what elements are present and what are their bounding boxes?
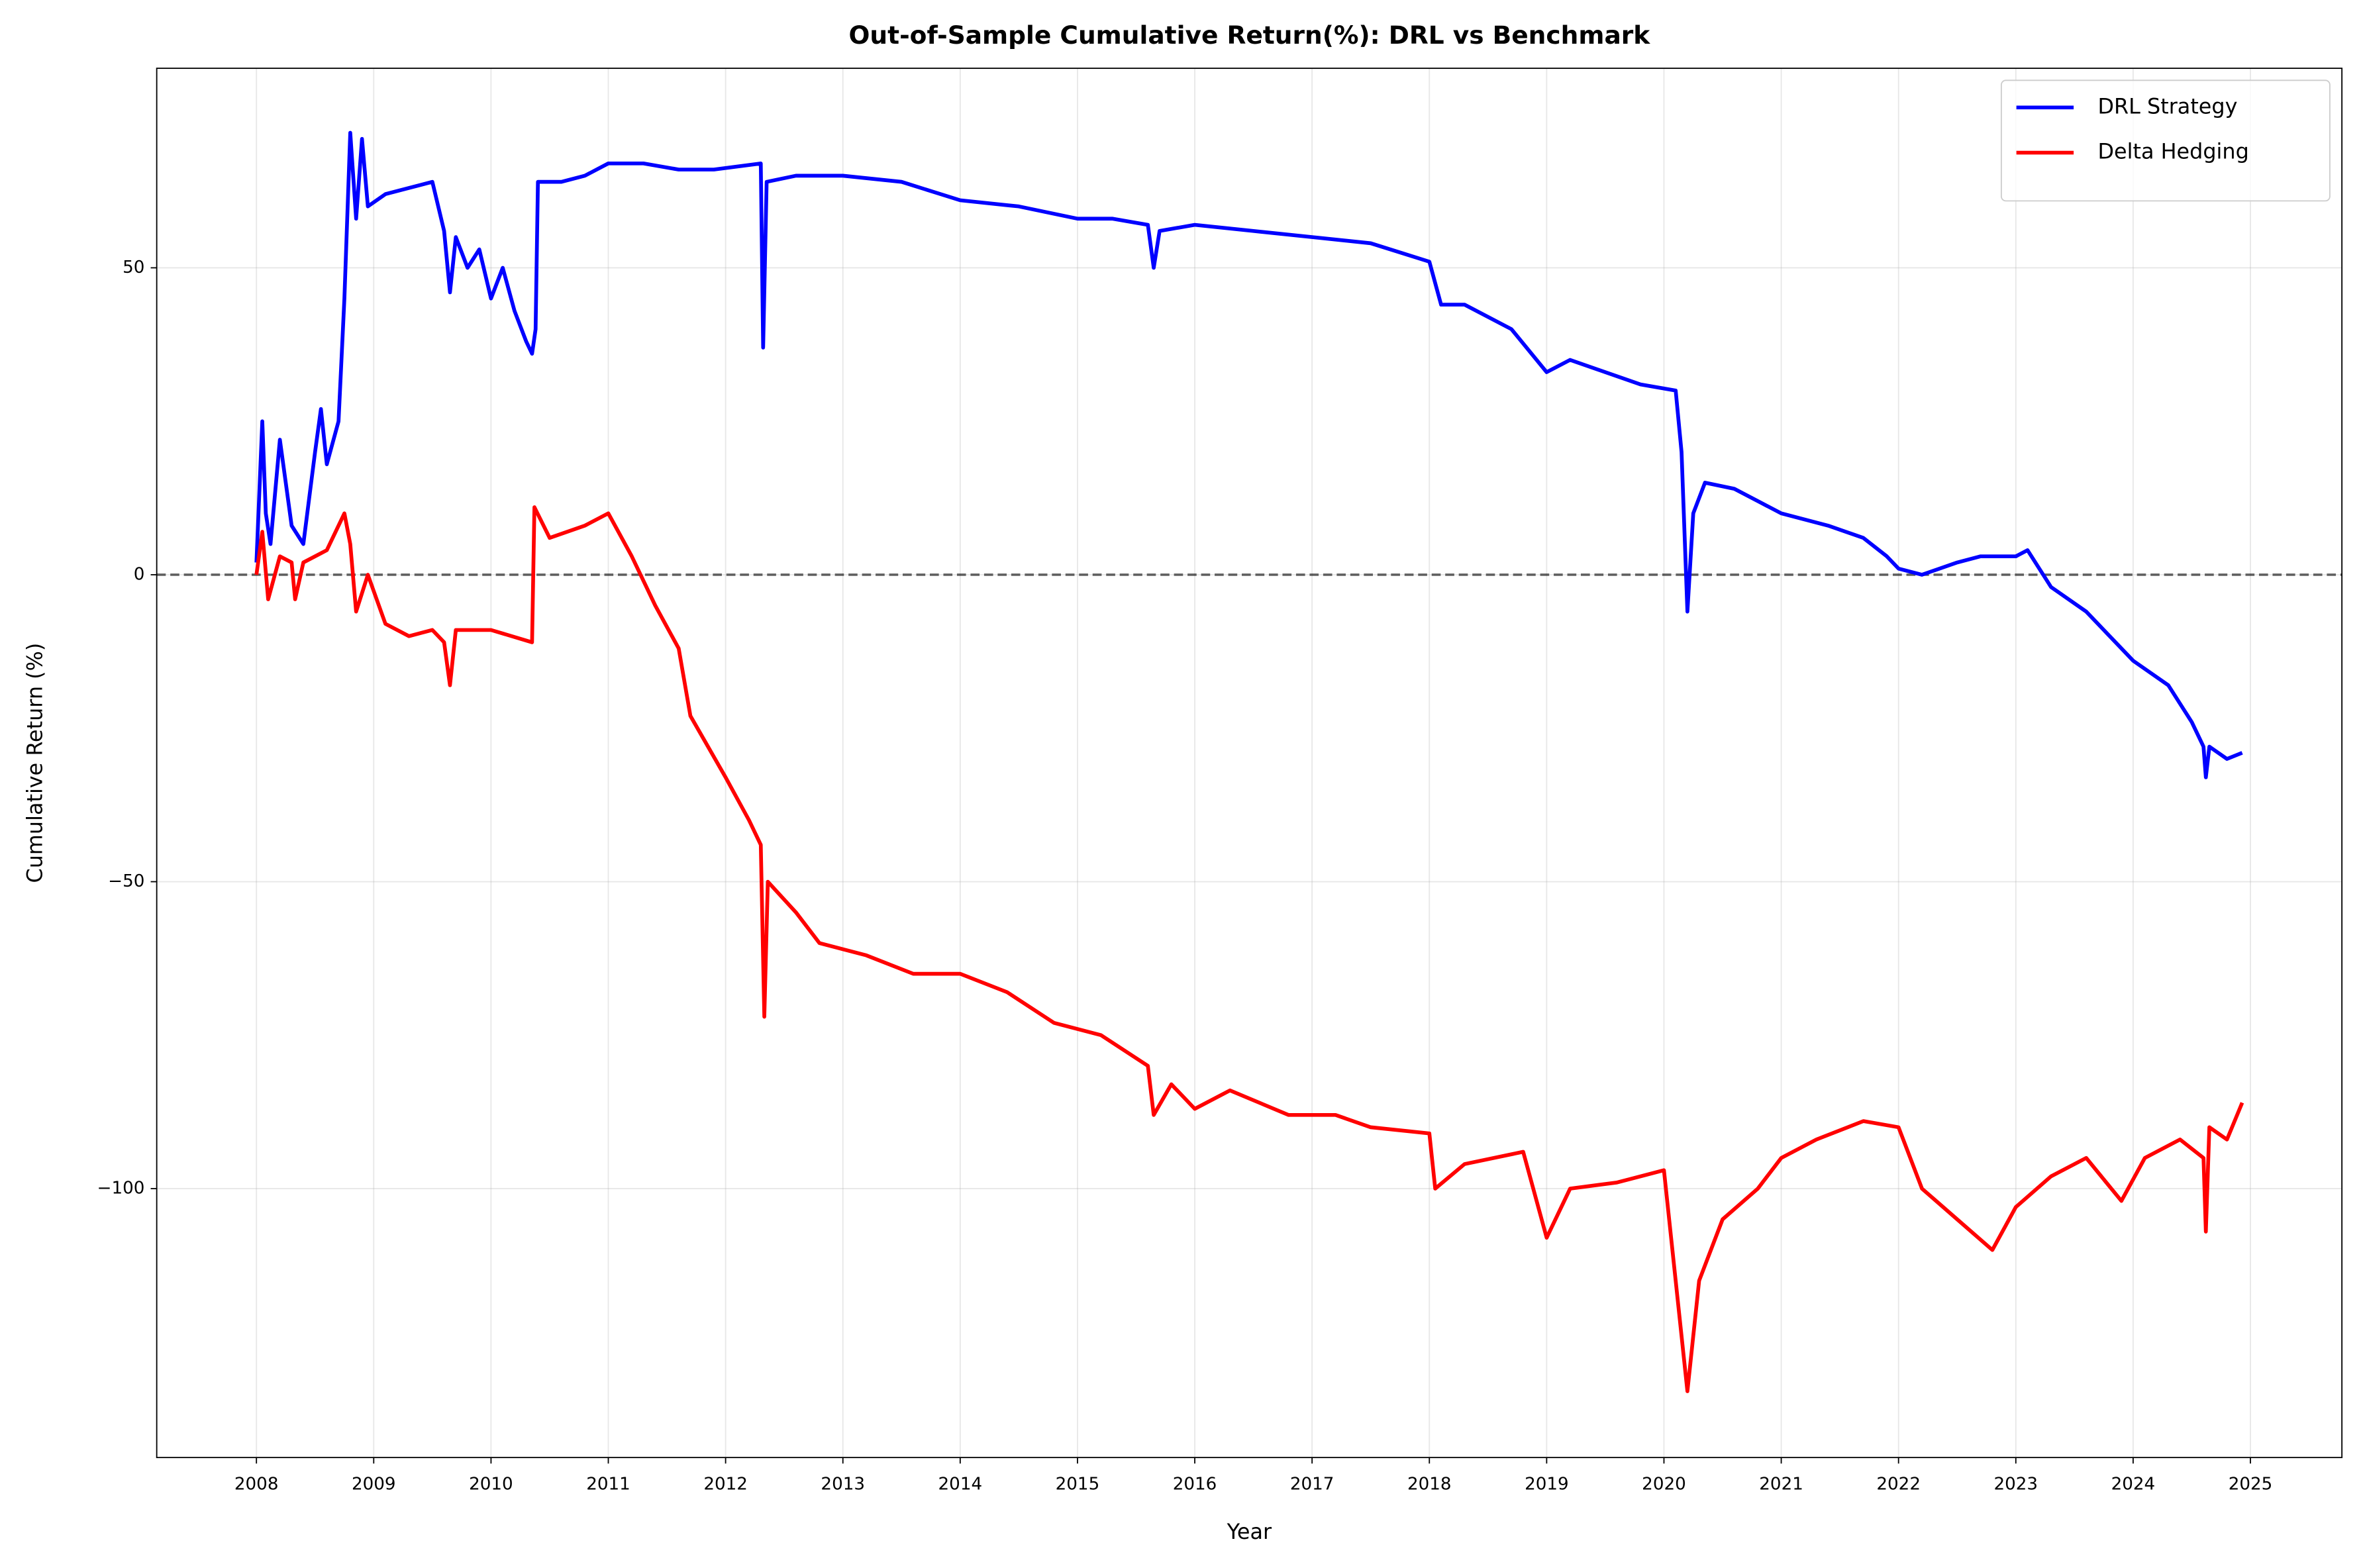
series-line <box>254 130 2243 779</box>
x-tick-label: 2017 <box>1290 1475 1334 1494</box>
series-line <box>254 505 2244 1393</box>
x-tick-label: 2010 <box>469 1475 513 1494</box>
x-tick-label: 2015 <box>1056 1475 1100 1494</box>
x-tick-label: 2008 <box>234 1475 279 1494</box>
x-tick-label: 2016 <box>1173 1475 1217 1494</box>
x-tick-label: 2018 <box>1407 1475 1452 1494</box>
x-tick-label: 2021 <box>1759 1475 1803 1494</box>
x-tick-label: 2022 <box>1876 1475 1921 1494</box>
plot-frame <box>156 68 2343 1459</box>
x-tick-label: 2023 <box>1993 1475 2038 1494</box>
x-tick-label: 2012 <box>703 1475 748 1494</box>
y-tick-label: 50 <box>123 258 144 277</box>
y-tick-label: −50 <box>108 871 144 891</box>
x-tick-label: 2020 <box>1642 1475 1686 1494</box>
x-tick-label: 2025 <box>2229 1475 2273 1494</box>
x-tick-label: 2024 <box>2111 1475 2156 1494</box>
legend-label: DRL Strategy <box>2098 93 2238 119</box>
y-tick-label: 0 <box>134 564 145 584</box>
x-tick-label: 2019 <box>1525 1475 1569 1494</box>
y-tick-label: −100 <box>97 1179 145 1199</box>
x-axis-label: Year <box>1227 1519 1272 1544</box>
x-tick-label: 2014 <box>938 1475 983 1494</box>
chart-title: Out-of-Sample Cumulative Return(%): DRL … <box>849 21 1651 50</box>
legend-box <box>2000 79 2331 202</box>
x-tick-label: 2011 <box>586 1475 630 1494</box>
y-axis-label: Cumulative Return (%) <box>23 643 48 883</box>
x-tick-label: 2009 <box>352 1475 396 1494</box>
legend-label: Delta Hedging <box>2098 139 2249 164</box>
x-tick-label: 2013 <box>821 1475 865 1494</box>
